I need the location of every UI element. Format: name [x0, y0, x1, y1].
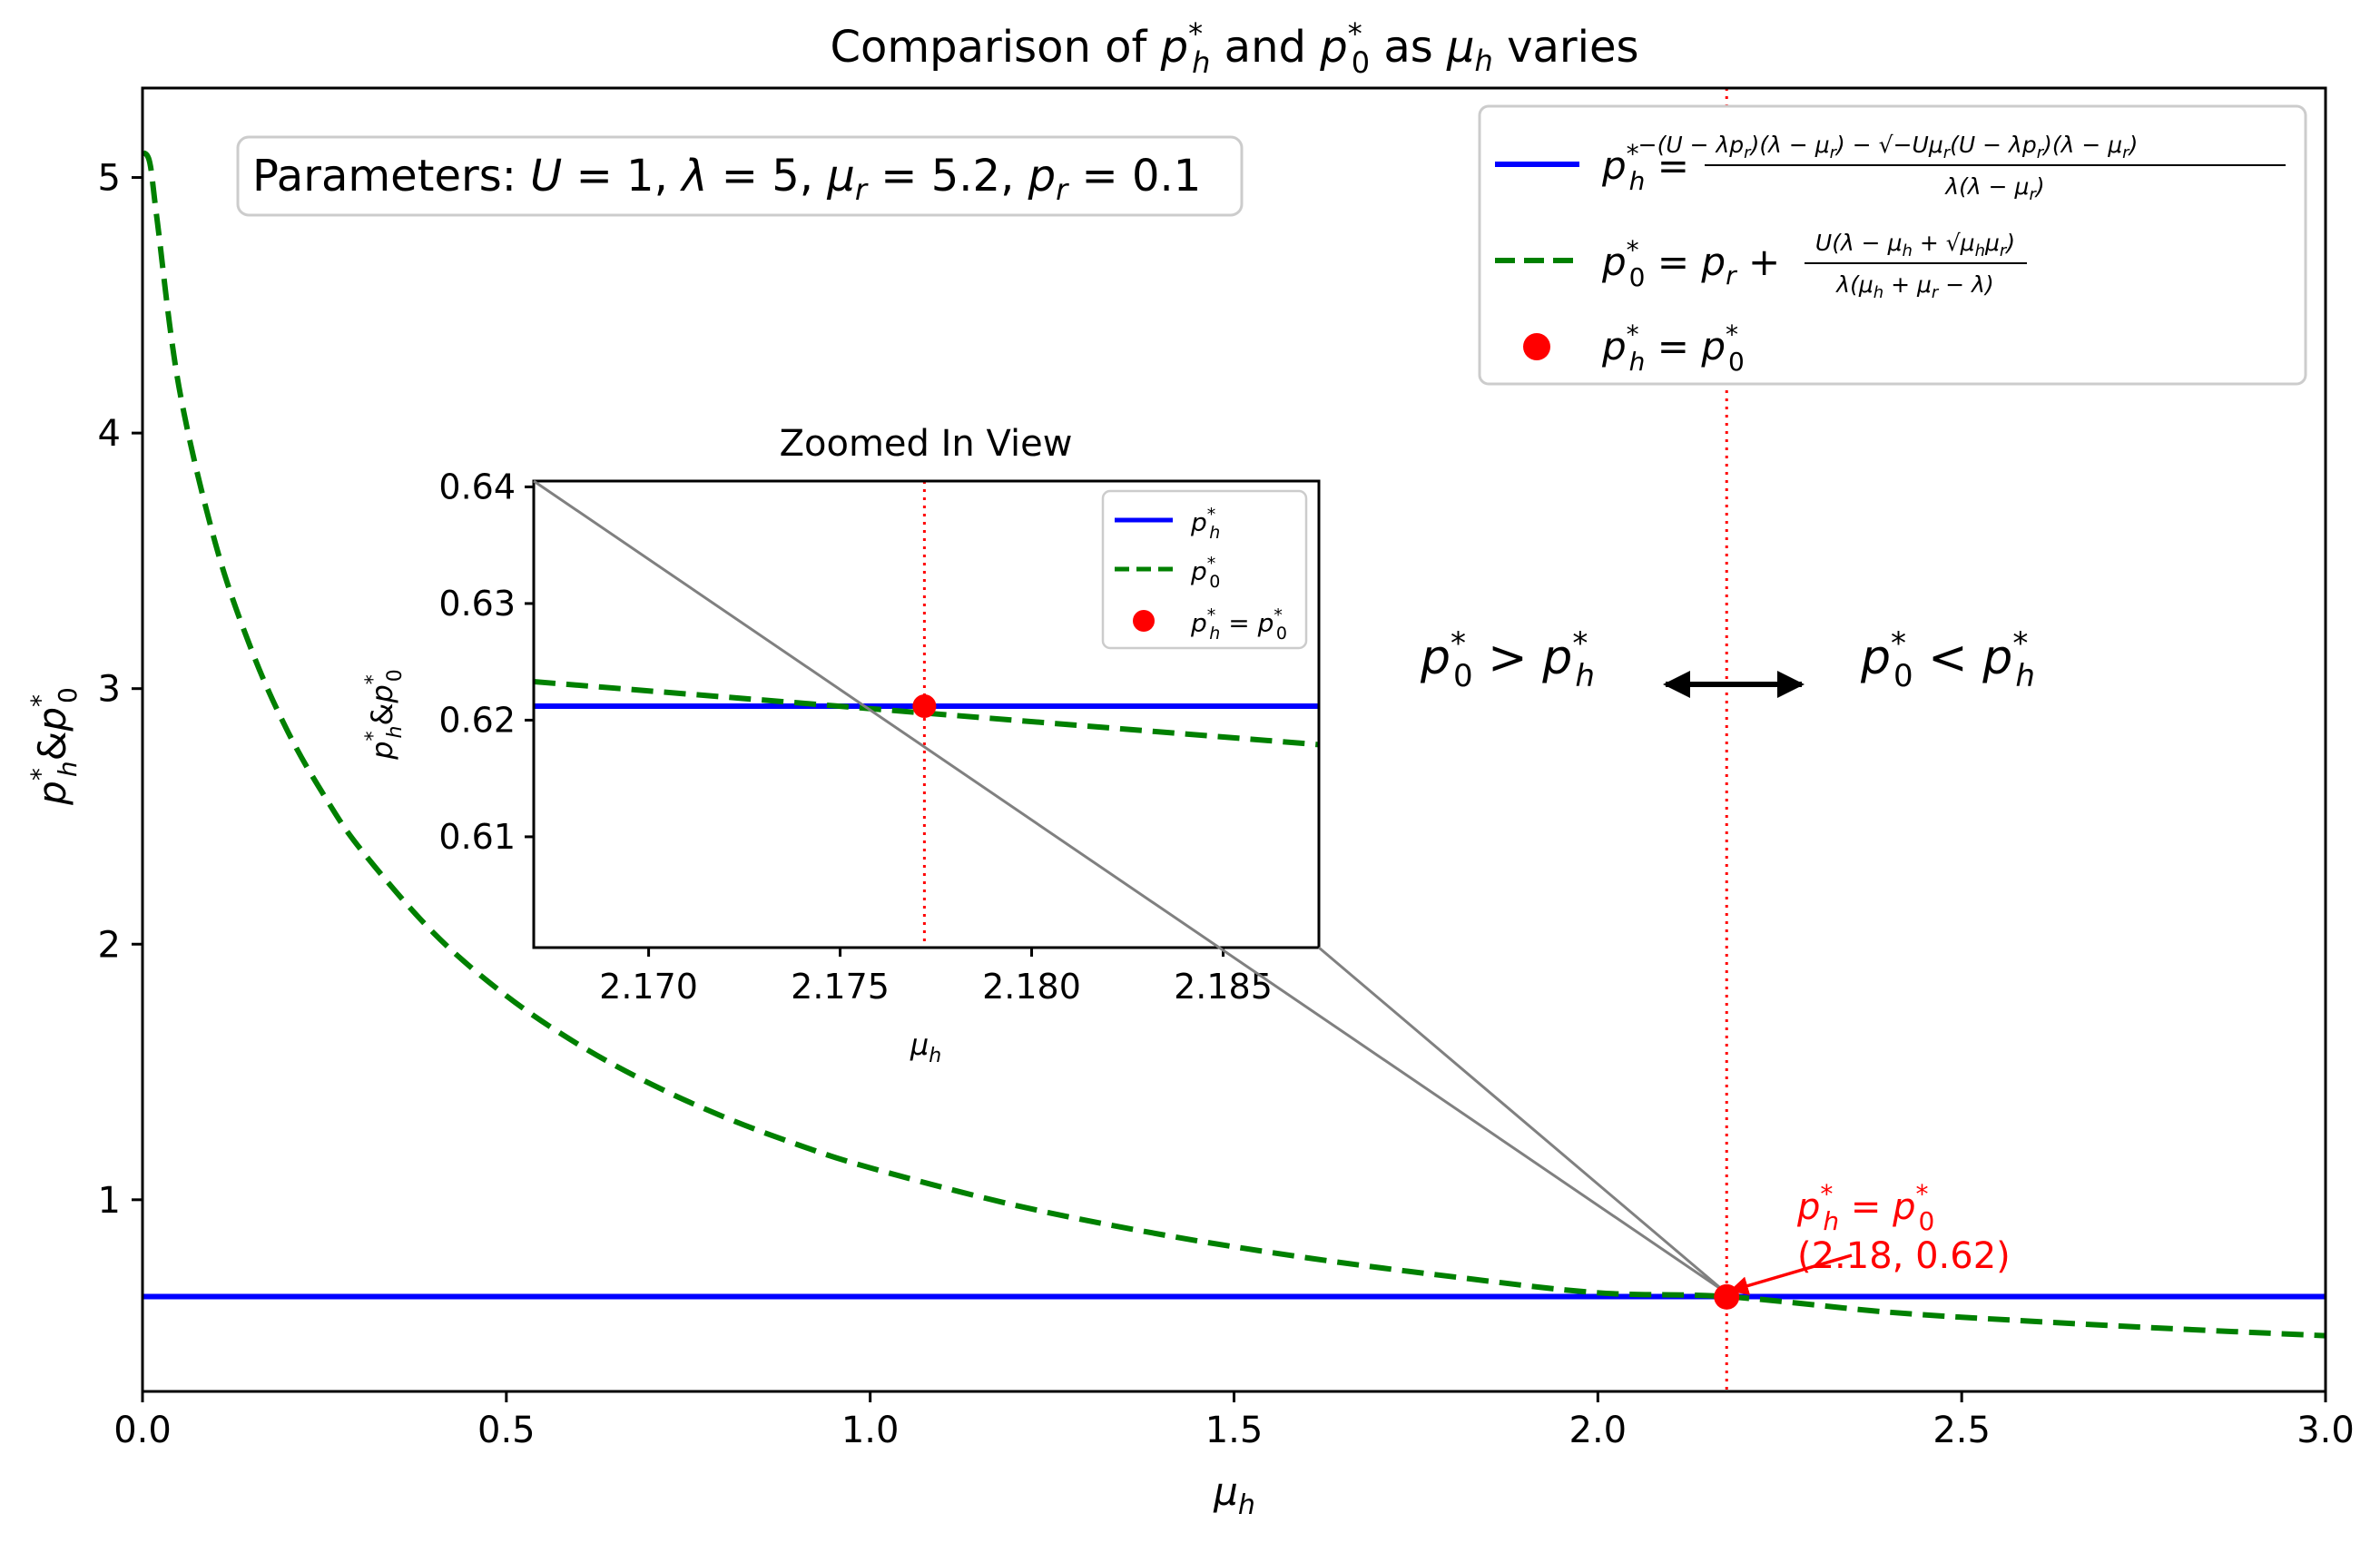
main-y-tick-label: 5 — [98, 158, 121, 200]
legend-label-ph: p* h = — [1601, 139, 1689, 196]
main-y-tick-label: 4 — [98, 413, 121, 455]
inset-connector-bottom — [1318, 946, 1726, 1293]
inset-legend-label-intersection: p* h = p* 0 — [1190, 605, 1287, 644]
region-left-label: p* 0 > p* h — [1420, 625, 1595, 694]
main-series-p0-curve — [143, 150, 2326, 1339]
inset-y-tick-label: 0.63 — [438, 584, 516, 624]
inset-plot-frame — [532, 479, 1321, 949]
main-legend: p* h = −(U − λpr)(λ − μr) − √−Uμr(U − λpr… — [1478, 104, 2307, 386]
main-intersection-point — [1714, 1283, 1740, 1310]
inset-intersection-point — [912, 694, 937, 719]
inset-x-tick-label: 2.170 — [599, 967, 698, 1007]
legend-p0-denominator: λ(μh + μr − λ) — [1834, 271, 1993, 302]
main-x-tick-label: 1.0 — [841, 1410, 900, 1451]
inset-y-axis-label: p*h&p*0 — [362, 669, 407, 761]
main-x-tick-label: 0.5 — [477, 1410, 536, 1451]
intersection-annotation-arrow — [1728, 1253, 1853, 1295]
parameters-box: Parameters: U = 1, λ = 5, μr = 5.2, pr =… — [236, 135, 1244, 217]
inset-legend-marker-intersection — [1133, 610, 1155, 632]
inset-series-layer — [534, 481, 1319, 948]
chart-title: Comparison of p* h and p* 0 as μh varies — [830, 16, 1638, 80]
main-x-tick-label: 1.5 — [1205, 1410, 1264, 1451]
inset-legend-label-ph: p* h — [1190, 505, 1220, 543]
main-y-tick-label: 1 — [98, 1180, 121, 1222]
svg-text:Parameters: U = 1, λ = 5, μr =: Parameters: U = 1, λ = 5, μr = 5.2, pr =… — [252, 151, 1201, 207]
main-x-tick-label: 0.0 — [113, 1410, 172, 1451]
main-x-tick-label: 2.0 — [1569, 1410, 1628, 1451]
main-y-tick-label: 3 — [98, 669, 121, 711]
inset-y-tick-label: 0.61 — [438, 817, 516, 857]
inset-y-tick-label: 0.62 — [438, 700, 516, 740]
inset-legend-label-p0: p* 0 — [1190, 554, 1220, 592]
inset-x-axis-label: μh — [910, 1027, 941, 1067]
inset-y-tick-label: 0.64 — [438, 467, 516, 506]
main-series-layer — [143, 88, 2326, 1391]
intersection-annotation-coords: (2.18, 0.62) — [1797, 1235, 2011, 1277]
main-y-axis-label: p*h&p*0 — [25, 687, 83, 806]
inset-title: Zoomed In View — [780, 423, 1073, 465]
inset-x-axis: 2.170 2.175 2.180 2.185 — [599, 948, 1273, 1007]
main-x-axis: 0.0 0.5 1.0 1.5 2.0 2.5 3.0 — [113, 1391, 2355, 1451]
legend-ph-denominator: λ(λ − μr) — [1943, 173, 2044, 204]
inset-x-tick-label: 2.175 — [791, 967, 890, 1007]
legend-label-intersection: p* h = p* 0 — [1601, 319, 1745, 377]
main-x-axis-label: μh — [1213, 1469, 1255, 1521]
inset-y-axis: 0.61 0.62 0.63 0.64 — [438, 467, 534, 857]
legend-ph-numerator: −(U − λpr)(λ − μr) − √−Uμr(U − λpr)(λ − … — [1638, 132, 2139, 162]
main-y-axis: 1 2 3 4 5 — [98, 158, 143, 1222]
legend-marker-intersection — [1523, 333, 1550, 360]
main-y-tick-label: 2 — [98, 924, 121, 966]
inset-x-tick-label: 2.180 — [982, 967, 1081, 1007]
intersection-annotation-equation: p* h = p* 0 — [1796, 1179, 1934, 1236]
inset-legend: p* h p* 0 p* h = p* 0 — [1101, 489, 1308, 650]
legend-label-p0: p* 0 = pr + — [1601, 235, 1780, 292]
main-x-tick-label: 2.5 — [1933, 1410, 1991, 1451]
legend-p0-numerator: U(λ − μh + √μhμr) — [1815, 230, 2015, 260]
inset-connector-top — [533, 479, 1726, 1293]
region-right-label: p* 0 < p* h — [1860, 625, 2035, 694]
main-x-tick-label: 3.0 — [2296, 1410, 2355, 1451]
